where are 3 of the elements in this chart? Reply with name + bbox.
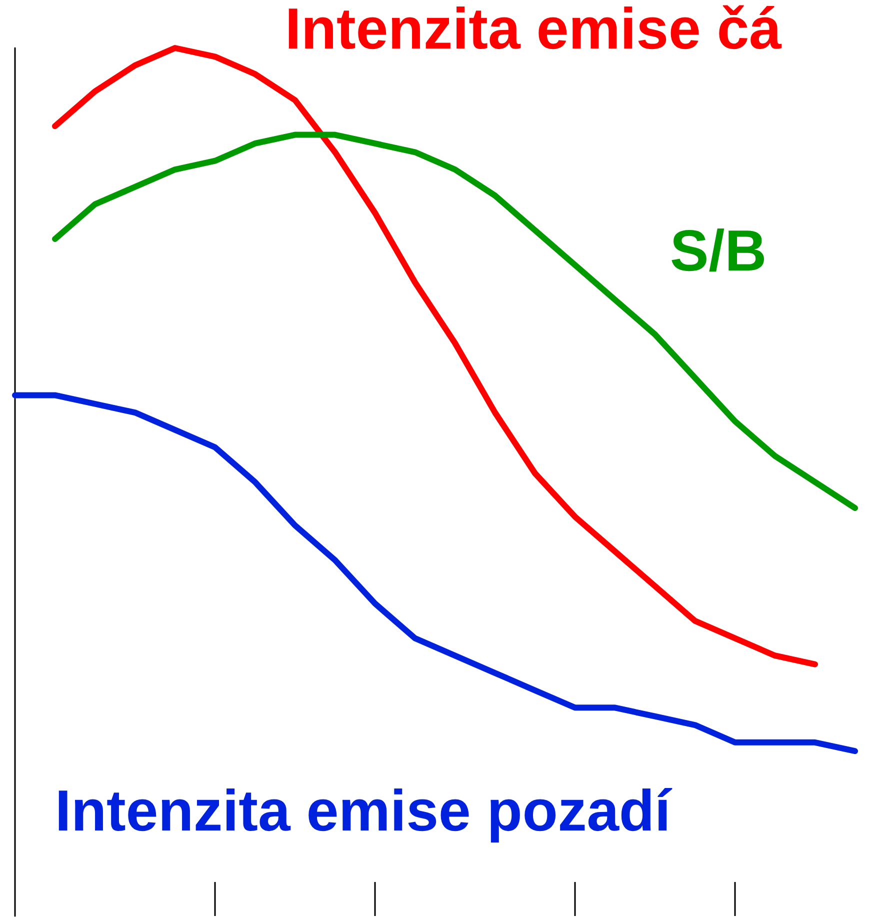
- series-label: Intenzita emise pozadí: [55, 778, 672, 844]
- series-label: S/B: [670, 218, 767, 284]
- series-label: Intenzita emise čá: [285, 0, 782, 62]
